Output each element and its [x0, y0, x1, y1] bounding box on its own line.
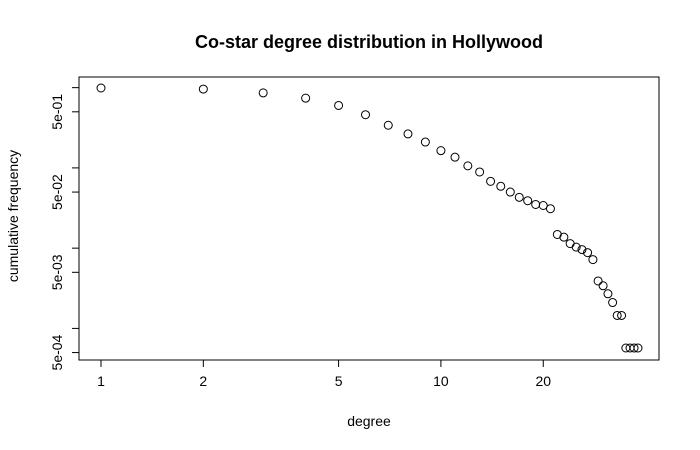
chart-title: Co-star degree distribution in Hollywood — [195, 32, 543, 52]
data-point — [436, 146, 446, 156]
data-point — [198, 84, 208, 94]
data-point — [514, 192, 524, 202]
data-point — [383, 120, 393, 130]
data-point — [612, 310, 622, 320]
y-tick-label: 5e-04 — [49, 334, 65, 370]
x-tick-label: 5 — [335, 373, 343, 389]
data-point — [608, 298, 618, 308]
x-tick-label: 1 — [97, 373, 105, 389]
data-point — [531, 199, 541, 209]
data-point — [334, 100, 344, 110]
data-point — [505, 187, 515, 197]
x-tick-label: 20 — [535, 373, 551, 389]
data-point — [598, 281, 608, 291]
data-point — [593, 276, 603, 286]
data-point — [571, 242, 581, 252]
y-tick-label: 5e-03 — [49, 254, 65, 290]
data-point — [633, 343, 643, 353]
y-tick-label: 5e-01 — [49, 94, 65, 130]
x-tick-label: 2 — [199, 373, 207, 389]
data-point — [545, 204, 555, 214]
data-point — [588, 255, 598, 265]
data-point — [496, 181, 506, 191]
data-point — [463, 161, 473, 171]
data-point — [475, 167, 485, 177]
data-point — [420, 137, 430, 147]
data-point — [629, 343, 639, 353]
data-point — [538, 201, 548, 211]
data-point — [96, 83, 106, 93]
data-points — [96, 83, 643, 353]
x-axis-label: degree — [347, 413, 391, 429]
data-point — [486, 176, 496, 186]
x-tick-label: 10 — [433, 373, 449, 389]
y-axis: 5e-04 5e-03 5e-02 5e-01 — [49, 87, 80, 370]
data-point — [301, 93, 311, 103]
data-point — [258, 88, 268, 98]
data-point — [617, 310, 627, 320]
data-point — [450, 152, 460, 162]
data-point — [523, 196, 533, 206]
data-point — [603, 289, 613, 299]
data-point — [565, 239, 575, 249]
data-point — [583, 248, 593, 258]
x-axis: 1 2 5 10 20 — [97, 359, 551, 389]
y-axis-label: cumulative frequency — [5, 150, 21, 282]
data-point — [577, 245, 587, 255]
y-tick-label: 5e-02 — [49, 174, 65, 210]
data-point — [361, 110, 371, 120]
plot-frame — [78, 76, 660, 361]
data-point — [559, 232, 569, 242]
data-point — [403, 129, 413, 139]
